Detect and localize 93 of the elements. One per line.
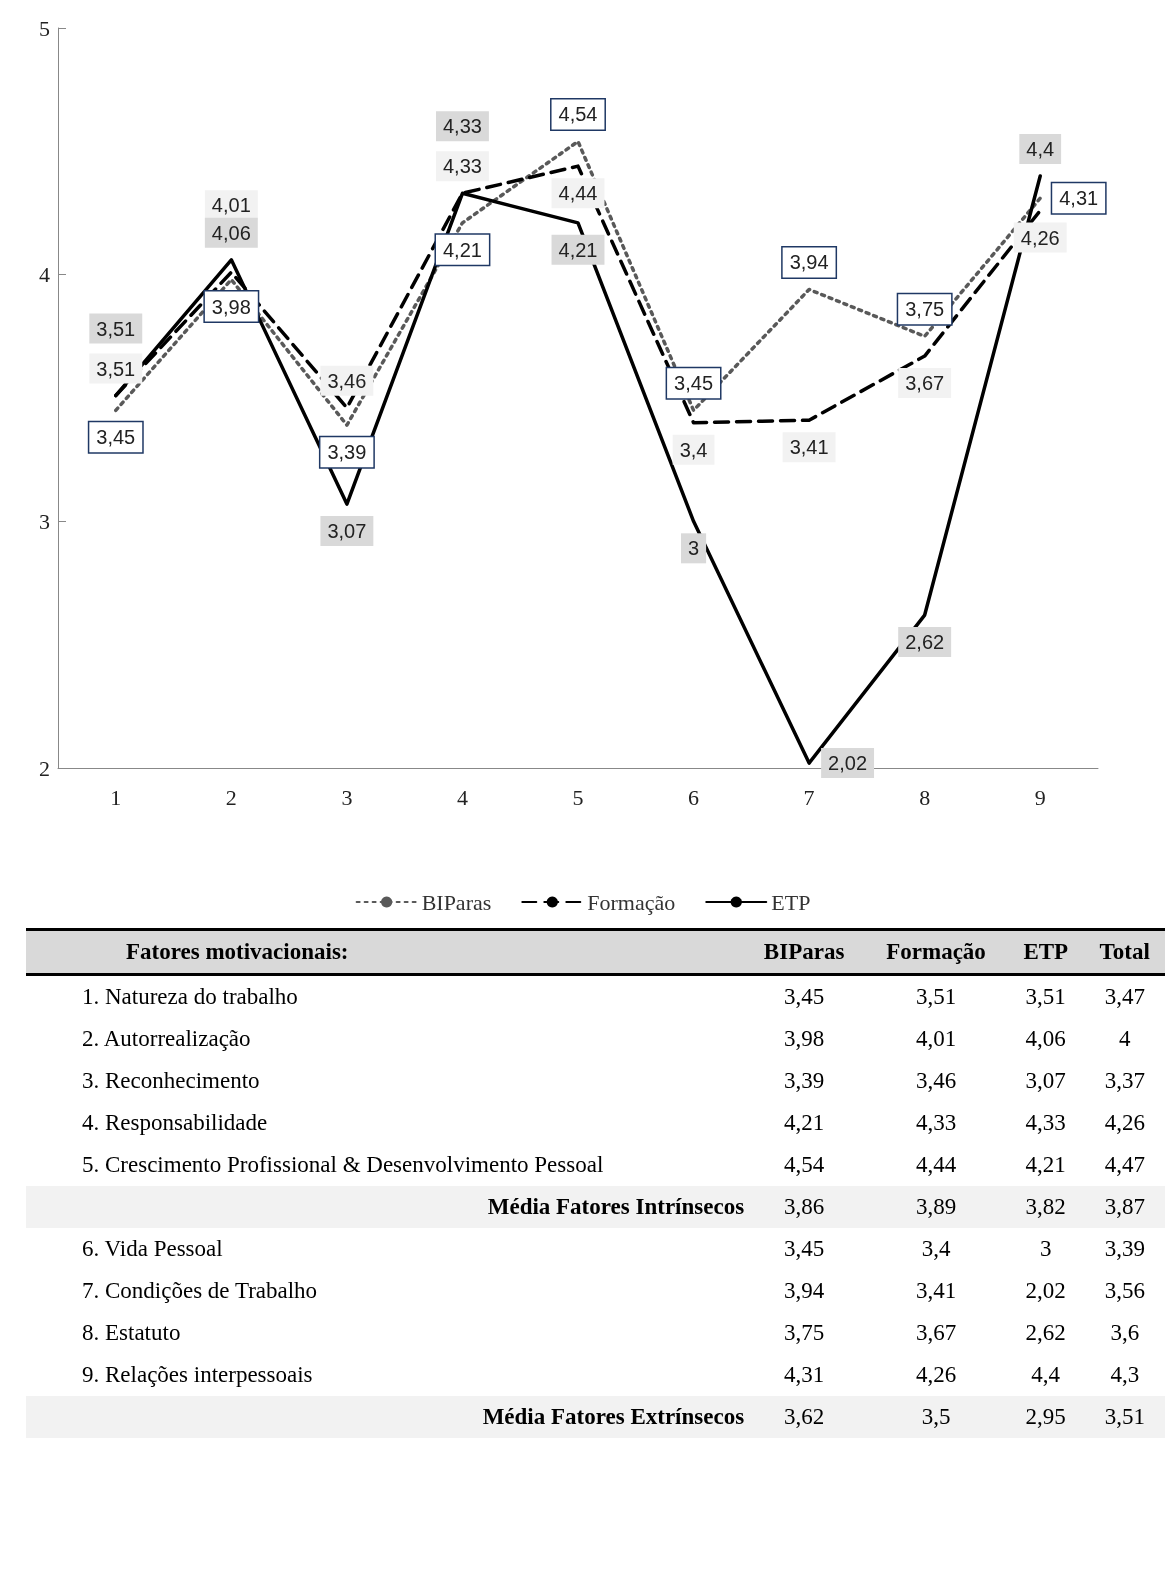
text: 4,06 [1025,1026,1066,1051]
category-label: 1. Natureza do trabalho [82,984,298,1009]
data-label: 3,51 [96,317,136,340]
y-tick-label: 2 [39,755,50,781]
x-tick-label: 9 [1034,784,1046,810]
data-label: 3,67 [905,372,945,395]
data-label: 3 [687,537,700,560]
category-label: Formação [885,938,987,966]
text: 4,54 [783,1152,825,1177]
y-tick-label: 3 [39,508,50,534]
text: 3,37 [1104,1068,1145,1093]
data-label: 4,33 [442,155,482,178]
text: 3,47 [1104,984,1145,1009]
data-label: 3,51 [96,357,136,380]
x-tick-label: 1 [110,784,122,810]
data-label: 3,07 [327,520,367,543]
y-tick-label: 4 [39,262,50,288]
data-label: 2,02 [828,752,868,775]
text: 3,39 [783,1068,825,1093]
chart-title: Fatores motivacionais: [126,939,349,964]
x-tick-label: 5 [572,784,584,810]
x-tick-label: 8 [919,784,931,810]
category-label: 4 [1119,1026,1131,1051]
data-label: 3,39 [327,441,367,464]
data-label: 4,21 [442,238,482,261]
legend-label: Formação [587,889,676,915]
category-label: 8. Estatuto [82,1320,181,1345]
data-label: 2,62 [905,631,945,654]
data-label: 4,31 [1059,187,1099,210]
data-label: 3,45 [674,372,714,395]
text: 3,39 [1104,1236,1145,1261]
x-tick-label: 2 [225,784,237,810]
data-label: 3,46 [327,369,367,392]
data-label: 3,41 [789,436,829,459]
text: 4,33 [915,1110,957,1135]
category-label: 3 [1039,1236,1052,1261]
text: 3,6 [1110,1320,1140,1345]
text: 3,51 [915,984,957,1009]
data-label: 3,4 [679,438,708,461]
category-label: 4. Responsabilidade [82,1110,268,1135]
category-label: 3. Reconhecimento [82,1068,260,1093]
text: 3,67 [915,1320,957,1345]
text: 3,94 [783,1278,825,1303]
text: 3,56 [1104,1278,1145,1303]
text: 3,4 [921,1236,951,1261]
text: 3,45 [783,984,825,1009]
text: 3,07 [1025,1068,1066,1093]
text: 3,51 [1025,984,1066,1009]
category-label: Total [1098,938,1151,966]
category-label: 9. Relações interpessoais [82,1362,313,1387]
text: 4,26 [915,1362,957,1387]
text: 3,46 [915,1068,957,1093]
text: 2,02 [1025,1278,1066,1303]
data-label: 4,4 [1026,138,1055,160]
category-label: ETP [1022,938,1070,966]
text: 4,31 [783,1362,825,1387]
text: 4,44 [915,1152,957,1177]
text: 3,45 [783,1236,825,1261]
data-label: 4,06 [211,221,251,244]
text: 4,21 [1025,1152,1066,1177]
data-label: 3,45 [96,426,136,449]
category-label: 5. Crescimento Profissional & Desenvolvimento Pessoal [82,1152,604,1177]
text: 4,21 [783,1110,825,1135]
text: 3,98 [783,1026,825,1051]
data-label: 4,33 [442,115,482,138]
data-label: 3,98 [211,295,251,318]
data-label: 4,54 [558,103,598,126]
category-label: 6. Vida Pessoal [82,1236,223,1261]
text: 4,3 [1110,1362,1140,1387]
text: 4,26 [1104,1110,1145,1135]
data-label: 4,21 [558,238,598,261]
legend-label: ETP [771,889,811,915]
x-tick-label: 7 [803,784,815,810]
data-label: 4,01 [211,194,251,217]
data-label: 4,26 [1020,226,1060,249]
text: 4,47 [1104,1152,1145,1177]
category-label: 7. Condições de Trabalho [82,1278,318,1303]
category-label: 2. Autorrealização [82,1026,251,1051]
x-tick-label: 6 [688,784,700,810]
text: 2,62 [1025,1320,1066,1345]
x-tick-label: 4 [456,784,468,810]
text: 4,4 [1031,1362,1061,1387]
category-label: BIParas [762,938,846,966]
legend-label: BIParas [421,889,492,915]
x-tick-label: 3 [341,784,353,810]
data-label: 3,94 [789,251,829,274]
text: 4,33 [1025,1110,1066,1135]
data-label: 4,44 [558,182,598,205]
text: 3,41 [915,1278,957,1303]
text: 4,01 [915,1026,957,1051]
data-label: 3,75 [905,298,945,321]
y-tick-label: 5 [39,15,50,41]
text: 3,75 [783,1320,825,1345]
